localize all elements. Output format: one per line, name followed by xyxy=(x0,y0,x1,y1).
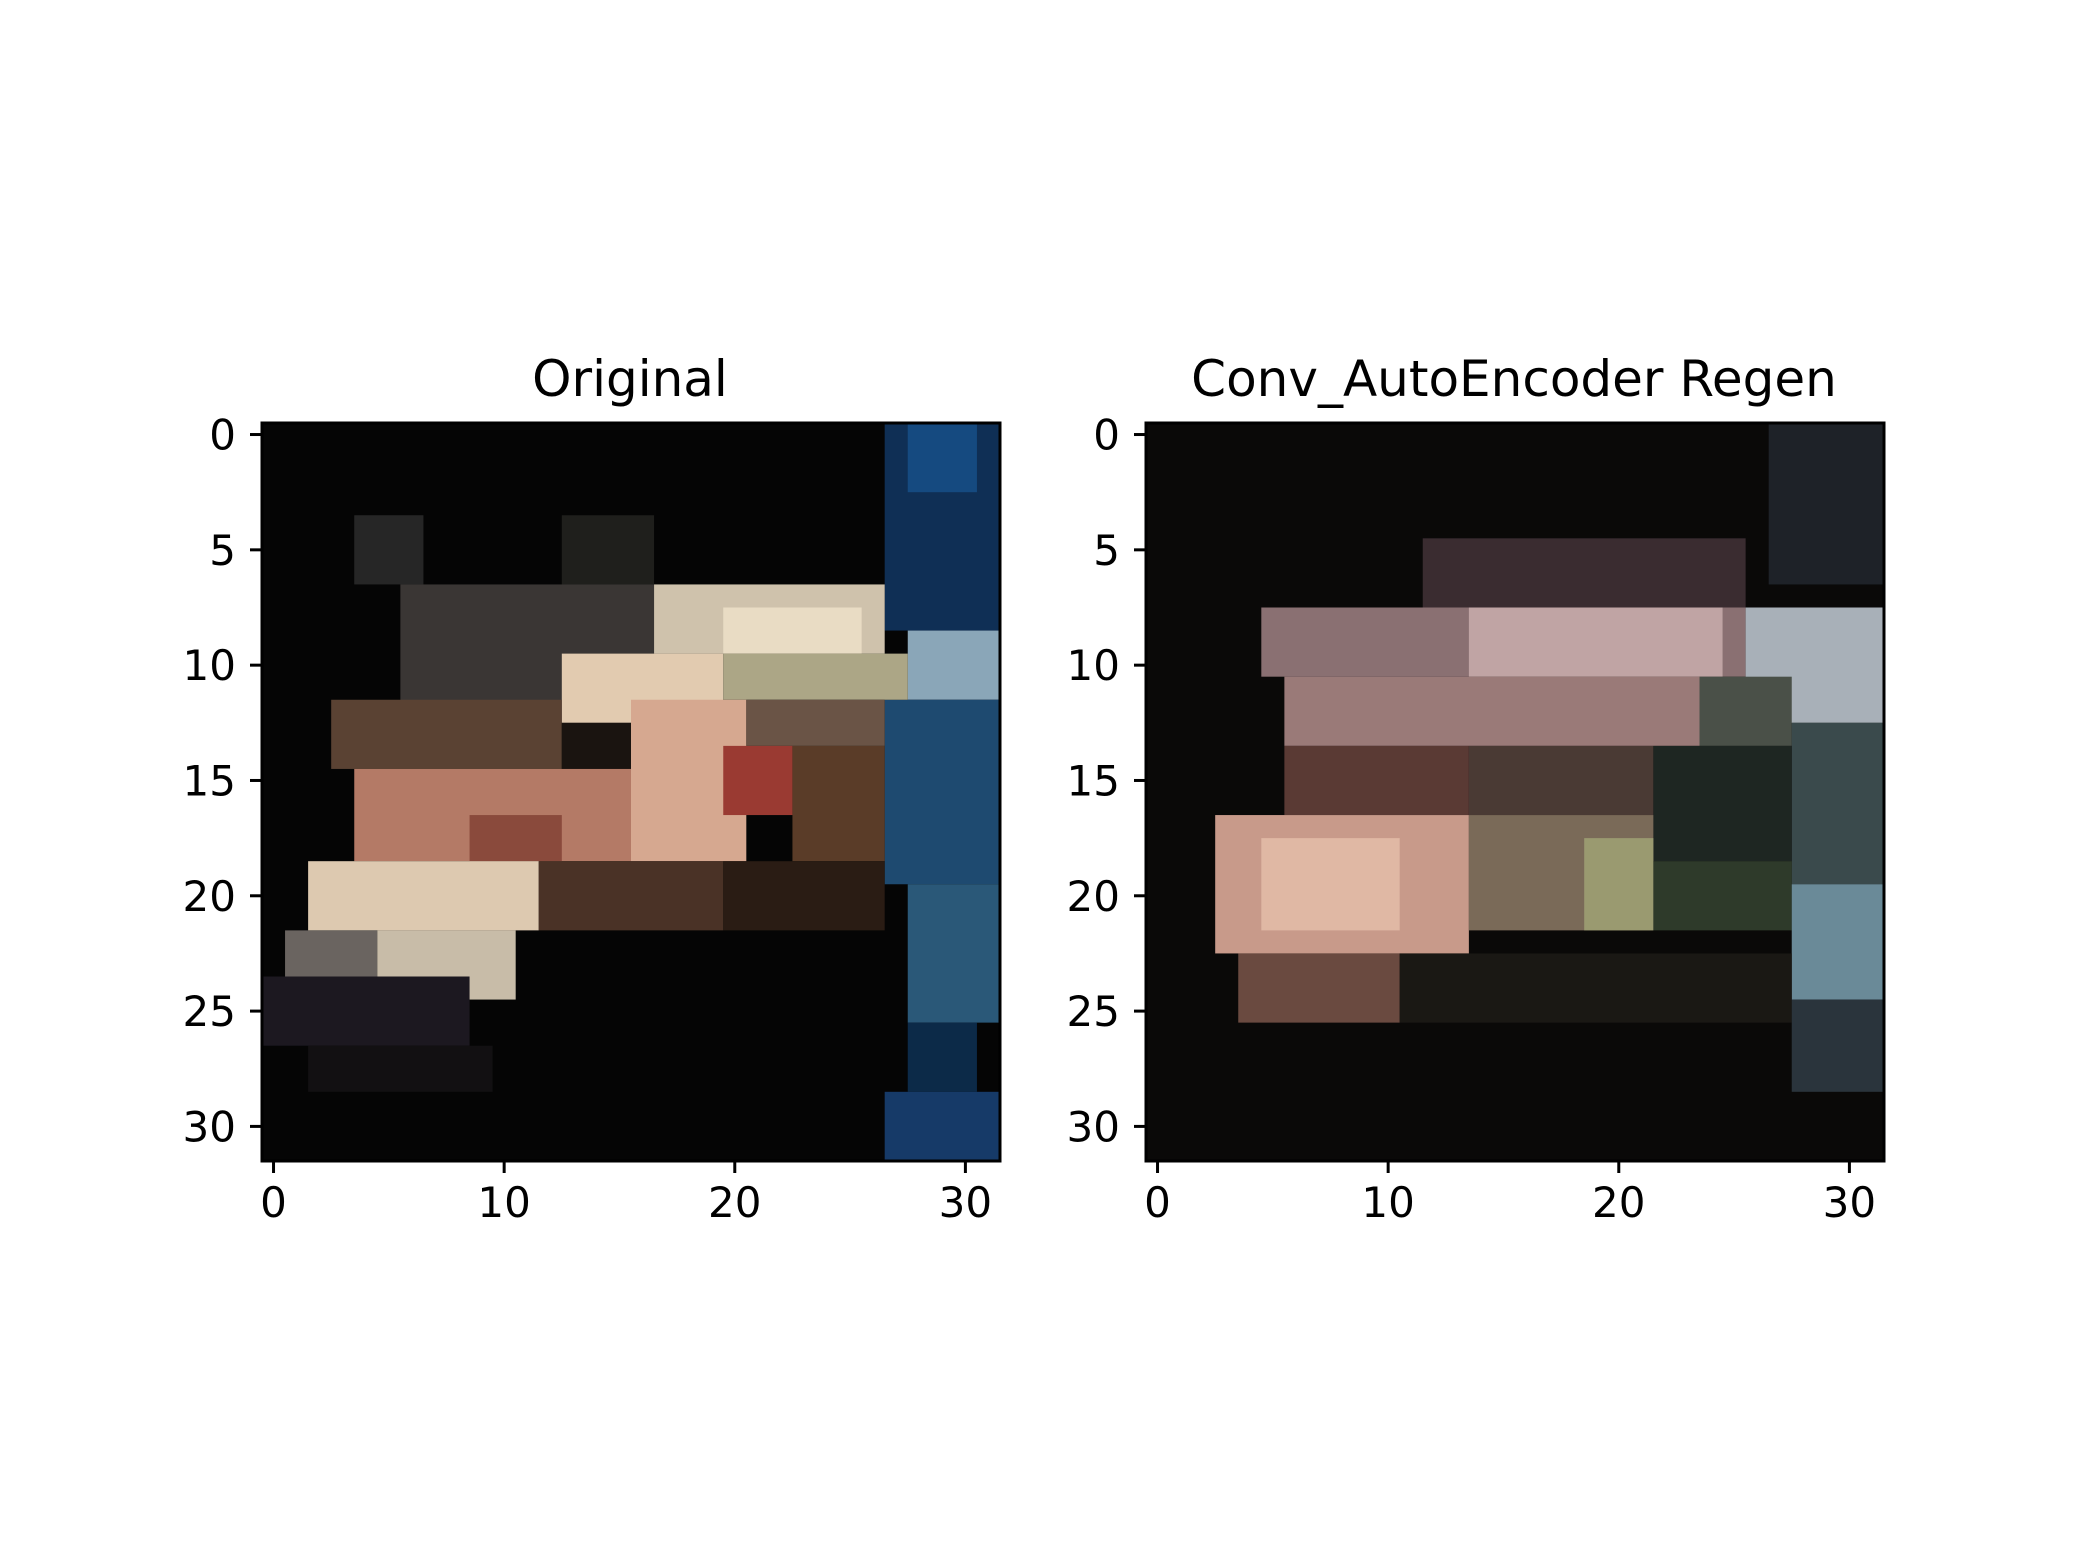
chart-title: Conv_AutoEncoder Regen xyxy=(1191,350,1837,408)
y-tick-label: 20 xyxy=(1067,872,1120,921)
pixel-region-1 xyxy=(907,423,977,493)
y-tick-label: 10 xyxy=(1067,641,1120,690)
y-tick-label: 10 xyxy=(183,641,236,690)
pixel-region-7 xyxy=(354,515,424,585)
y-tick-label: 25 xyxy=(183,987,236,1036)
pixel-region-10 xyxy=(1653,745,1792,862)
panel-regen: Conv_AutoEncoder Regen 0 10 20 30 0 5 10 15 20 25… xyxy=(1067,350,1886,1227)
axes-frame xyxy=(1144,421,1886,1163)
pixel-region-16 xyxy=(1791,884,1884,1000)
x-tick-label: 10 xyxy=(1361,1178,1414,1227)
pixel-region-18 xyxy=(1399,953,1792,1023)
pixel-region-7 xyxy=(1791,722,1884,885)
pixel-region-28 xyxy=(308,1045,493,1092)
pixel-region-9 xyxy=(1468,745,1654,816)
pixel-region-2 xyxy=(907,630,1000,700)
image-pixels xyxy=(1146,423,1884,1161)
pixel-region-6 xyxy=(884,1091,1000,1161)
y-tick-label: 5 xyxy=(1093,526,1120,575)
y-tick-label: 15 xyxy=(183,756,236,805)
y-tick-label: 20 xyxy=(183,872,236,921)
pixel-region-3 xyxy=(1468,607,1723,677)
x-tick-label: 10 xyxy=(477,1178,530,1227)
pixel-region-14 xyxy=(331,699,562,769)
pixel-region-5 xyxy=(907,1022,977,1092)
pixel-region-22 xyxy=(308,861,539,931)
y-tick-label: 0 xyxy=(1093,411,1120,460)
pixel-region-13 xyxy=(723,653,908,700)
pixel-region-0 xyxy=(1768,423,1884,585)
y-tick-label: 30 xyxy=(183,1102,236,1151)
panel-original: Original 0 10 20 30 0 5 10 15 20 25 30 xyxy=(183,350,1002,1227)
pixel-region-3 xyxy=(884,699,1000,885)
axes-frame xyxy=(260,421,1002,1163)
x-tick-label: 30 xyxy=(1823,1178,1876,1227)
pixel-region-19 xyxy=(792,745,885,862)
pixel-region-21 xyxy=(469,815,562,862)
y-tick-label: 0 xyxy=(209,411,236,460)
pixel-region-14 xyxy=(1584,838,1654,931)
pixel-region-24 xyxy=(723,861,885,931)
axis-ticks: 0 10 20 30 0 5 10 15 20 25 30 xyxy=(183,411,993,1227)
pixel-region-19 xyxy=(1791,999,1884,1092)
chart-title: Original xyxy=(532,350,728,408)
pixel-region-17 xyxy=(1238,953,1400,1023)
pixel-region-4 xyxy=(907,884,1000,1023)
x-tick-label: 20 xyxy=(1592,1178,1645,1227)
pixel-region-5 xyxy=(1284,676,1700,746)
pixel-region-1 xyxy=(1422,538,1746,608)
y-tick-label: 25 xyxy=(1067,987,1120,1036)
x-tick-label: 0 xyxy=(1144,1178,1171,1227)
pixel-region-15 xyxy=(1653,861,1792,931)
image-pixels xyxy=(262,423,1000,1161)
y-tick-label: 30 xyxy=(1067,1102,1120,1151)
pixel-region-17 xyxy=(746,699,885,746)
x-tick-label: 20 xyxy=(708,1178,761,1227)
x-tick-label: 30 xyxy=(939,1178,992,1227)
pixel-region-8 xyxy=(1284,745,1469,816)
pixel-region-27 xyxy=(262,976,470,1046)
pixel-region-23 xyxy=(538,861,724,931)
pixel-region-18 xyxy=(723,745,793,816)
y-tick-label: 15 xyxy=(1067,756,1120,805)
pixel-region-8 xyxy=(561,515,655,585)
pixel-region-25 xyxy=(285,930,378,977)
y-tick-label: 5 xyxy=(209,526,236,575)
pixel-region-6 xyxy=(1699,676,1792,746)
x-tick-label: 0 xyxy=(260,1178,287,1227)
axis-ticks: 0 10 20 30 0 5 10 15 20 25 30 xyxy=(1067,411,1877,1227)
pixel-region-11 xyxy=(723,607,862,654)
pixel-region-12 xyxy=(1261,838,1400,931)
